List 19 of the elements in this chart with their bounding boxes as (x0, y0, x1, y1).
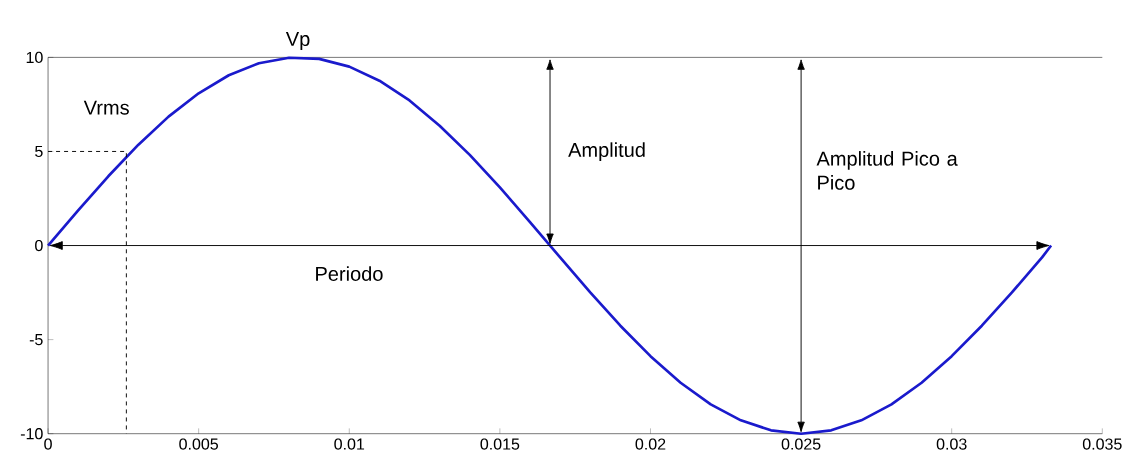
y-tick-label: -10 (20, 428, 43, 440)
annotation: Periodo (316, 266, 383, 281)
annotation: Amplitud Pico a Pico (816, 151, 958, 190)
line-series (46, 56, 1053, 436)
y-tick-label: 5 (35, 145, 43, 157)
x-tick-label: 0.035 (1082, 438, 1122, 450)
x-tick-label: 0.025 (781, 438, 821, 450)
x-tick-label: 0.01 (334, 438, 365, 450)
x-tick-label: 0 (44, 438, 52, 450)
y-tick-label: -5 (29, 334, 43, 346)
y-tick-label: 0 (35, 239, 43, 252)
x-tick-label: 0.005 (179, 438, 219, 450)
annotation: Vrms (83, 100, 129, 115)
x-tick-label: 0.02 (635, 438, 666, 450)
annotation: Vp (285, 32, 310, 50)
annotation: Amplitud (568, 142, 645, 161)
x-tick-label: 0.03 (936, 438, 967, 450)
y-tick-label: 10 (26, 51, 43, 63)
x-tick-label: 0.015 (480, 438, 520, 450)
